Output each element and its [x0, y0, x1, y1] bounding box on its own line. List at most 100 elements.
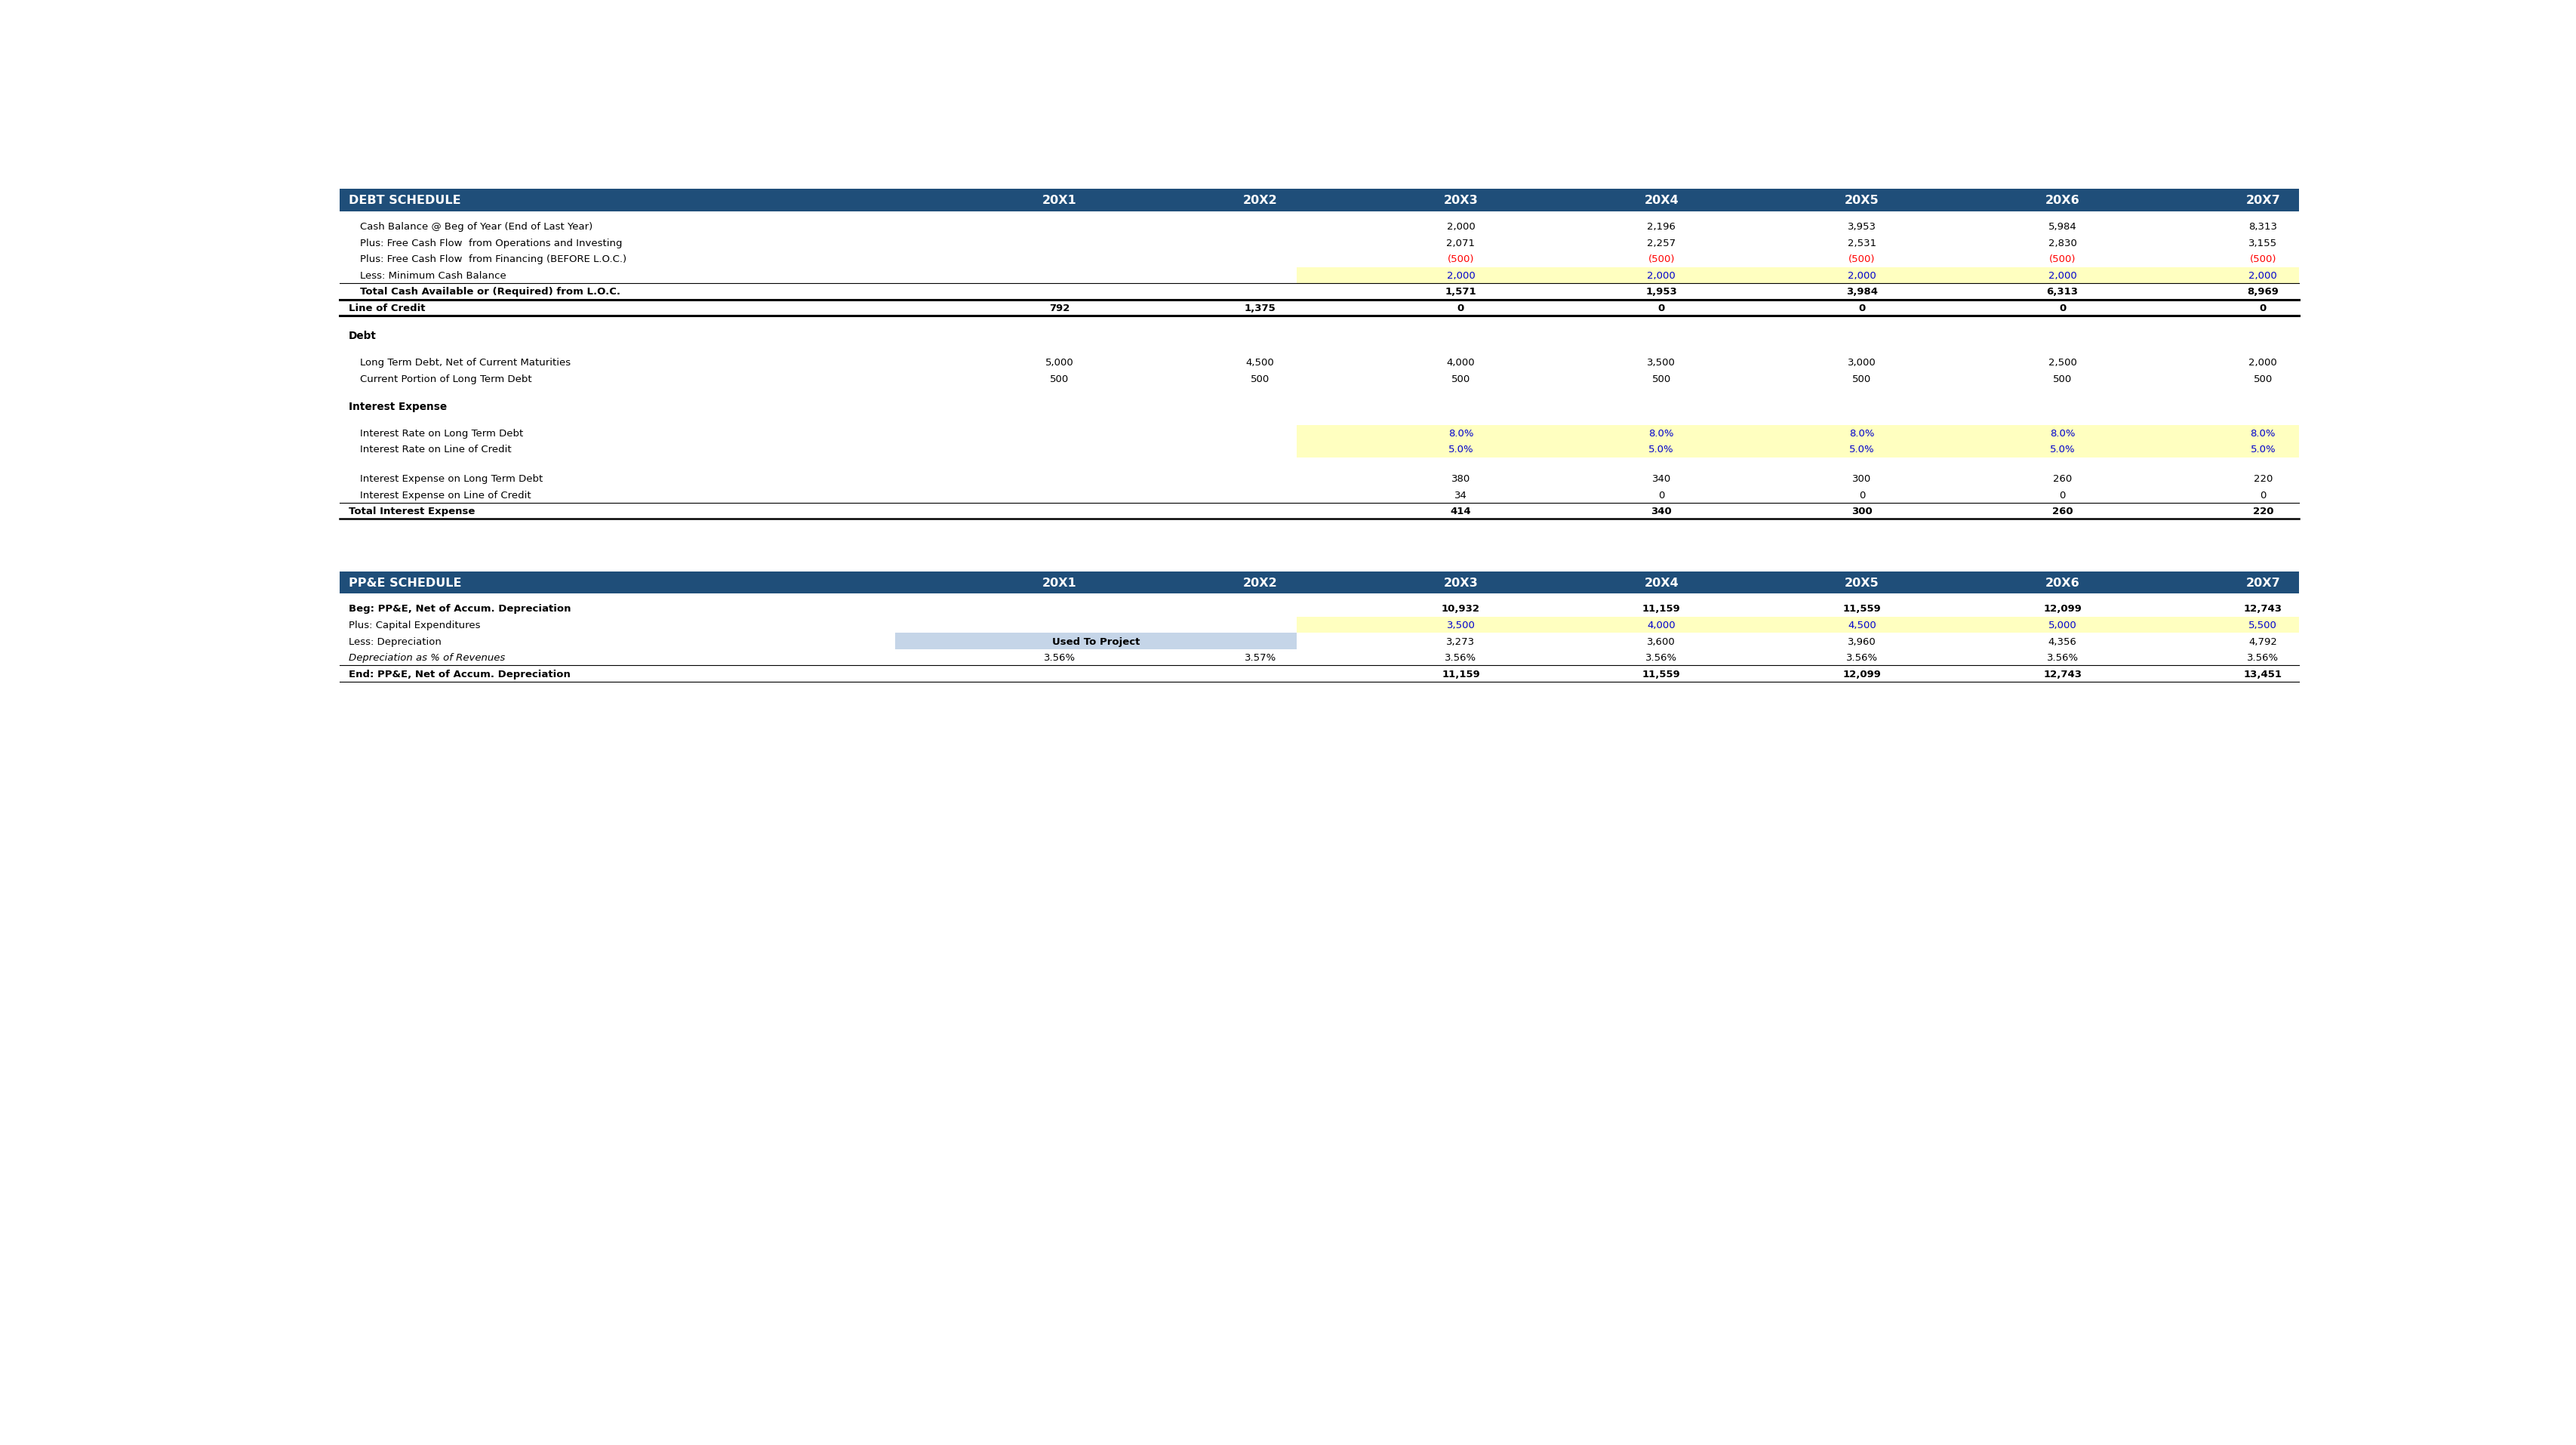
Text: 8,313: 8,313 [2249, 223, 2277, 231]
Text: 220: 220 [2251, 506, 2275, 516]
Text: 1,953: 1,953 [1646, 288, 1677, 296]
Text: Current Portion of Long Term Debt: Current Portion of Long Term Debt [361, 374, 531, 384]
Text: 20X7: 20X7 [2246, 577, 2280, 588]
Text: 0: 0 [1659, 303, 1664, 314]
Text: 2,531: 2,531 [1847, 238, 1875, 249]
Text: 0: 0 [1458, 303, 1463, 314]
Text: 5,000: 5,000 [2048, 620, 2076, 630]
Text: 3,984: 3,984 [1847, 288, 1878, 296]
Text: 2,000: 2,000 [1448, 270, 1476, 280]
Text: 0: 0 [2058, 303, 2066, 314]
Text: 34: 34 [1455, 490, 1468, 500]
Bar [340, 572, 2300, 594]
Text: 8.0%: 8.0% [2050, 429, 2076, 438]
Text: 20X5: 20X5 [1844, 195, 1878, 207]
Text: 11,159: 11,159 [1443, 669, 1481, 679]
Bar [1899, 442, 2099, 458]
Text: Plus: Capital Expenditures: Plus: Capital Expenditures [348, 620, 479, 630]
Bar [1296, 425, 1497, 442]
Text: Line of Credit: Line of Credit [348, 303, 425, 314]
Text: 3,600: 3,600 [1646, 637, 1674, 646]
Text: 0: 0 [2259, 303, 2267, 314]
Bar [1497, 425, 1698, 442]
Text: 5,000: 5,000 [1046, 358, 1074, 367]
Text: 2,071: 2,071 [1448, 238, 1476, 249]
Text: 8.0%: 8.0% [1649, 429, 1674, 438]
Bar [2099, 267, 2300, 283]
Text: 8.0%: 8.0% [1850, 429, 1875, 438]
Bar [2099, 425, 2300, 442]
Text: 2,000: 2,000 [1847, 270, 1875, 280]
Text: Beg: PP&E, Net of Accum. Depreciation: Beg: PP&E, Net of Accum. Depreciation [348, 604, 572, 614]
Text: 3.57%: 3.57% [1244, 653, 1275, 663]
Text: End: PP&E, Net of Accum. Depreciation: End: PP&E, Net of Accum. Depreciation [348, 669, 569, 679]
Text: Less: Depreciation: Less: Depreciation [348, 637, 440, 646]
Text: Less: Minimum Cash Balance: Less: Minimum Cash Balance [361, 270, 507, 280]
Text: 10,932: 10,932 [1443, 604, 1481, 614]
Text: 20X4: 20X4 [1643, 577, 1680, 588]
Bar [1296, 442, 1497, 458]
Text: 20X7: 20X7 [2246, 195, 2280, 207]
Text: 4,792: 4,792 [2249, 637, 2277, 646]
Text: 3.56%: 3.56% [2045, 653, 2079, 663]
Text: 3,273: 3,273 [1445, 637, 1476, 646]
Text: 2,000: 2,000 [2249, 358, 2277, 367]
Text: 4,500: 4,500 [1847, 620, 1875, 630]
Text: Plus: Free Cash Flow  from Financing (BEFORE L.O.C.): Plus: Free Cash Flow from Financing (BEF… [361, 254, 626, 264]
Text: (500): (500) [1649, 254, 1674, 264]
Text: 5.0%: 5.0% [2251, 445, 2275, 455]
Text: 5.0%: 5.0% [1850, 445, 1875, 455]
Text: 0: 0 [1857, 303, 1865, 314]
Text: (500): (500) [1850, 254, 1875, 264]
Text: 12,743: 12,743 [2244, 604, 2282, 614]
Text: 5,984: 5,984 [2048, 223, 2076, 231]
Text: Interest Rate on Line of Credit: Interest Rate on Line of Credit [361, 445, 513, 455]
Text: Interest Expense on Line of Credit: Interest Expense on Line of Credit [361, 490, 531, 500]
Bar [1296, 267, 1497, 283]
Bar [1497, 442, 1698, 458]
Text: 13,451: 13,451 [2244, 669, 2282, 679]
Text: 3,500: 3,500 [1646, 358, 1674, 367]
Bar [2099, 617, 2300, 633]
Bar [340, 189, 2300, 212]
Text: Total Interest Expense: Total Interest Expense [348, 506, 474, 516]
Text: 20X6: 20X6 [2045, 195, 2079, 207]
Text: (500): (500) [1448, 254, 1473, 264]
Text: 20X1: 20X1 [1043, 195, 1077, 207]
Bar [1497, 617, 1698, 633]
Bar [1698, 425, 1899, 442]
Text: 3,953: 3,953 [1847, 223, 1875, 231]
Text: 12,743: 12,743 [2043, 669, 2081, 679]
Text: 380: 380 [1450, 474, 1471, 484]
Text: 500: 500 [2254, 374, 2272, 384]
Text: PP&E SCHEDULE: PP&E SCHEDULE [348, 577, 461, 588]
Text: 3,500: 3,500 [1448, 620, 1476, 630]
Bar [2099, 442, 2300, 458]
Text: (500): (500) [2048, 254, 2076, 264]
Text: 2,000: 2,000 [1448, 223, 1476, 231]
Text: 20X1: 20X1 [1043, 577, 1077, 588]
Text: 1,375: 1,375 [1244, 303, 1275, 314]
Text: 0: 0 [1860, 490, 1865, 500]
Text: 20X4: 20X4 [1643, 195, 1680, 207]
Text: 3,155: 3,155 [2249, 238, 2277, 249]
Text: 2,000: 2,000 [2249, 270, 2277, 280]
Text: 500: 500 [2053, 374, 2071, 384]
Text: 500: 500 [1051, 374, 1069, 384]
Text: 12,099: 12,099 [1842, 669, 1880, 679]
Text: 0: 0 [1659, 490, 1664, 500]
Text: 5.0%: 5.0% [2050, 445, 2076, 455]
Text: 3,000: 3,000 [1847, 358, 1875, 367]
Text: 3.56%: 3.56% [1847, 653, 1878, 663]
Text: 220: 220 [2254, 474, 2272, 484]
Text: 5.0%: 5.0% [1649, 445, 1674, 455]
Text: 340: 340 [1651, 506, 1672, 516]
Text: 12,099: 12,099 [2043, 604, 2081, 614]
Text: 11,559: 11,559 [1842, 604, 1880, 614]
Bar [1899, 425, 2099, 442]
Text: 2,000: 2,000 [2048, 270, 2076, 280]
Text: 2,000: 2,000 [1646, 270, 1674, 280]
Text: 11,559: 11,559 [1641, 669, 1680, 679]
Text: 11,159: 11,159 [1641, 604, 1680, 614]
Text: 8.0%: 8.0% [2251, 429, 2275, 438]
